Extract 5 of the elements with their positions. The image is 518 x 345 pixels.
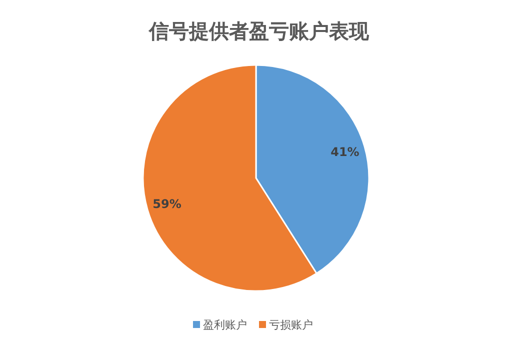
legend-label: 盈利账户 [203, 318, 247, 332]
data-label: 59% [152, 196, 182, 211]
data-label: 41% [330, 145, 360, 160]
chart-title: 信号提供者盈亏账户表现 [148, 19, 370, 43]
legend-label: 亏损账户 [269, 318, 313, 332]
